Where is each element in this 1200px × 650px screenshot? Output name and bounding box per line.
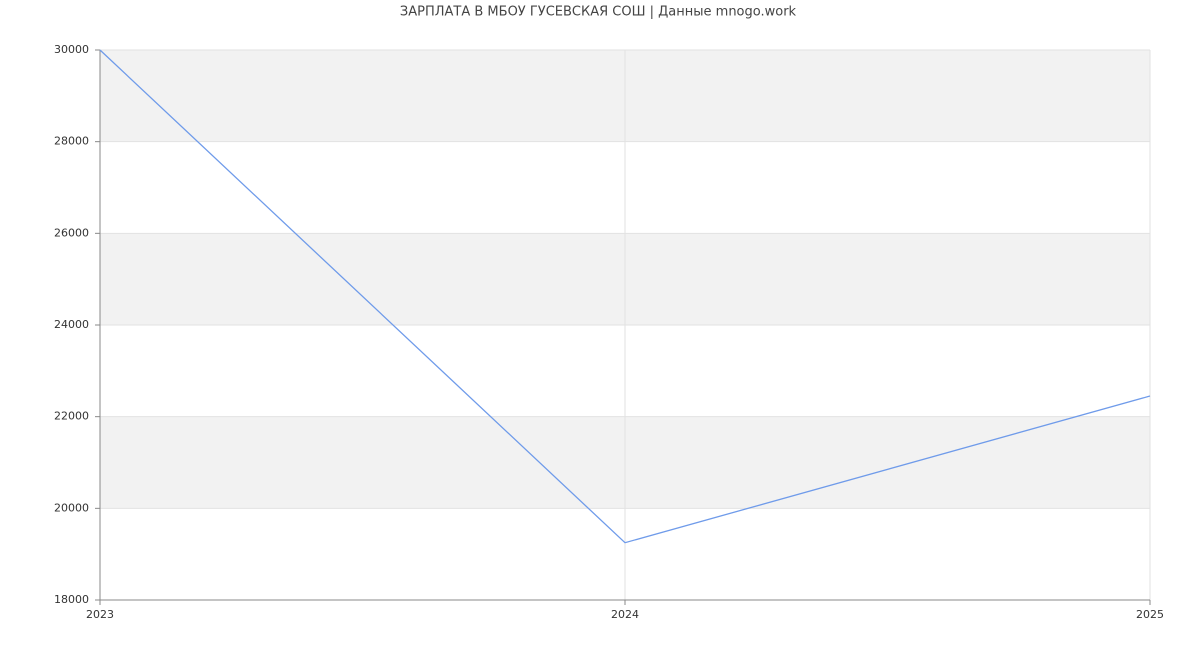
y-tick-label: 30000 [54, 43, 89, 56]
y-tick-label: 20000 [54, 501, 89, 514]
x-tick-label: 2023 [86, 608, 114, 621]
y-tick-label: 26000 [54, 226, 89, 239]
x-tick-label: 2025 [1136, 608, 1164, 621]
y-tick-label: 28000 [54, 135, 89, 148]
chart-title: ЗАРПЛАТА В МБОУ ГУСЕВСКАЯ СОШ | Данные m… [400, 5, 797, 20]
y-tick-label: 24000 [54, 318, 89, 331]
line-series [99, 49, 1151, 544]
x-tick-label: 2024 [611, 608, 639, 621]
y-tick-label: 22000 [54, 410, 89, 423]
y-tick-label: 18000 [54, 593, 89, 606]
